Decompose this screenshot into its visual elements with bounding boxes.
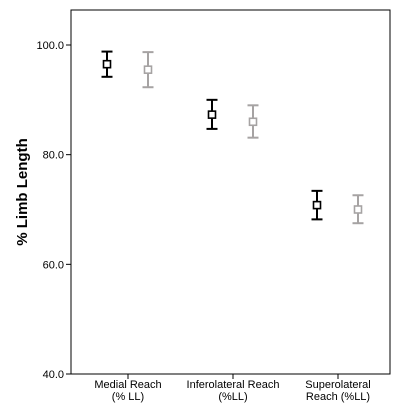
mean-marker [312,200,322,210]
x-category-label: Medial Reach [94,379,161,391]
error-bar-point [101,50,113,78]
mean-marker [102,59,112,69]
x-category-label: Superolateral [305,379,370,391]
mean-marker [353,205,363,214]
mean-marker [143,65,153,74]
y-tick-label: 60.0 [43,259,64,271]
x-category-label: Inferolateral Reach [187,379,280,391]
x-axis: Medial Reach(% LL) Inferolateral Reach(%L… [94,374,371,403]
y-tick-label: 100.0 [36,40,64,52]
data-marks [101,50,364,225]
plot-area [70,9,391,375]
error-bar-point [247,104,259,139]
y-tick-label: 40.0 [43,369,64,381]
error-bar-point [352,194,364,225]
y-axis-label: % Limb Length [14,138,31,246]
y-tick-label: 80.0 [43,150,64,162]
error-bar-point [142,51,154,89]
y-axis: 40.0 60.0 80.0 100.0 [36,40,71,381]
x-category-label: (% LL) [112,391,144,403]
error-bar-point [206,98,218,130]
x-category-label: Reach (%LL) [306,391,370,403]
mean-marker [248,117,258,127]
x-category-label: (%LL) [218,391,247,403]
mean-marker [207,110,217,119]
error-bar-point [311,189,323,221]
